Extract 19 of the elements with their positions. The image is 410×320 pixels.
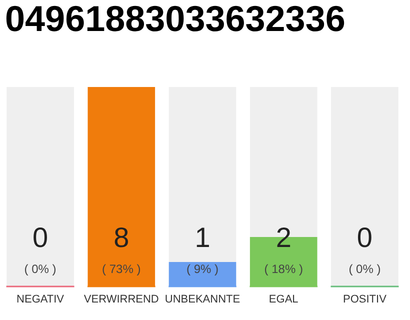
annotation: ( 9% ) <box>186 262 219 276</box>
x-tick-label: UNBEKANNTE <box>164 294 240 306</box>
annotation: ( 0% ) <box>348 262 381 276</box>
x-tick-label: EGAL <box>268 294 298 306</box>
data-label: 0 <box>32 222 48 253</box>
x-tick-label: VERWIRREND <box>84 294 159 306</box>
data-label: 1 <box>194 222 210 253</box>
chart-title: 04961883033632336 <box>5 0 346 39</box>
data-label: 0 <box>356 222 373 253</box>
annotation: ( 0% ) <box>24 262 56 276</box>
bar <box>168 87 236 262</box>
bar <box>6 87 74 287</box>
x-tick-label: POSITIV <box>343 294 388 306</box>
x-tick-label: NEGATIV <box>16 294 65 306</box>
annotation: ( 18% ) <box>264 262 303 276</box>
bar <box>331 87 398 287</box>
data-label: 8 <box>114 222 130 253</box>
annotation: ( 73% ) <box>102 262 141 276</box>
bar <box>88 87 156 287</box>
